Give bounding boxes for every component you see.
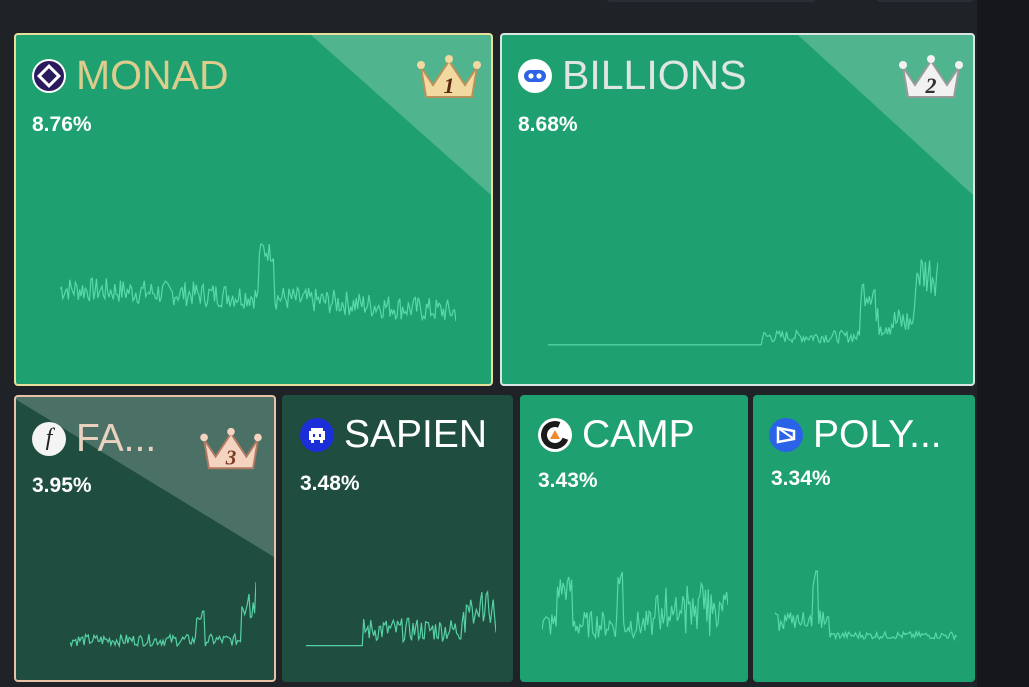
tile-fa[interactable]: f FA... 3.95% 3: [14, 395, 276, 682]
coin-name: MONAD: [76, 52, 229, 98]
sparkline-path: [542, 571, 728, 641]
top-control[interactable]: [606, 0, 816, 2]
coin-name: SAPIEN: [344, 413, 488, 456]
sparkline-billions: [548, 259, 938, 346]
change-percent: 3.48%: [300, 472, 360, 495]
change-percent: 8.76%: [32, 113, 92, 136]
crown-gold-icon: 1: [417, 55, 481, 98]
tile-monad[interactable]: MONAD 8.76% 1: [14, 33, 493, 386]
rank-number: 3: [225, 445, 237, 469]
coin-name: BILLIONS: [562, 52, 747, 98]
sparkline-path: [306, 590, 496, 647]
change-percent: 8.68%: [518, 113, 578, 136]
sparkline-path: [70, 581, 256, 649]
camp-logo-icon: [538, 417, 572, 452]
tile-poly[interactable]: POLY... 3.34%: [753, 395, 975, 682]
coin-name: POLY...: [813, 413, 942, 456]
tile-sapien[interactable]: SAPIEN 3.48%: [282, 395, 513, 682]
sparkline-sapien: [306, 590, 496, 647]
sparkline-path: [775, 570, 957, 641]
tile-camp[interactable]: CAMP 3.43%: [520, 395, 748, 682]
sparkline-path: [60, 243, 456, 322]
rank-number: 1: [444, 73, 455, 98]
scrollbar-track[interactable]: [977, 0, 1029, 687]
sparkline-monad: [60, 243, 456, 322]
sparkline-path: [548, 259, 938, 346]
poly-logo-icon: [769, 417, 803, 452]
rank-number: 2: [925, 73, 937, 98]
fa-logo-icon: f: [32, 421, 66, 456]
sparkline-poly: [775, 570, 957, 641]
billions-logo-icon: [518, 58, 552, 93]
change-percent: 3.34%: [771, 467, 831, 490]
coin-name: CAMP: [582, 413, 695, 456]
coin-name: FA...: [76, 417, 157, 460]
crown-bronze-icon: 3: [200, 427, 262, 469]
sparkline-camp: [542, 571, 728, 641]
sapien-logo-icon: [300, 417, 334, 452]
sparkline-fa: [70, 581, 256, 649]
change-percent: 3.95%: [32, 474, 92, 497]
monad-logo-icon: [32, 58, 66, 93]
change-percent: 3.43%: [538, 469, 598, 492]
tile-billions[interactable]: BILLIONS 8.68% 2: [500, 33, 975, 386]
crown-silver-icon: 2: [899, 55, 963, 98]
top-control[interactable]: [876, 0, 974, 2]
